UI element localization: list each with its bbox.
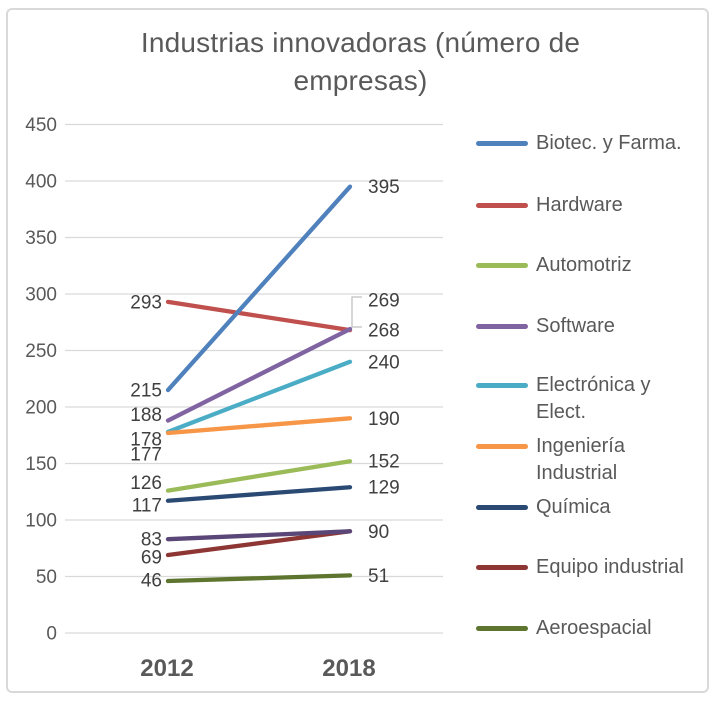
data-label-automotriz-2018[interactable]: 152 bbox=[368, 452, 400, 473]
legend-label-qu-mica: Química bbox=[536, 495, 611, 518]
legend-swatch-equipo-industrial bbox=[476, 564, 528, 570]
x-axis-label-2018[interactable]: 2018 bbox=[322, 655, 375, 682]
data-label-equipo-industrial-2018[interactable]: 90 bbox=[368, 522, 389, 543]
legend-label-hardware: Hardware bbox=[536, 193, 623, 216]
legend-item-electr-nica-y-elect[interactable]: Electrónica y Elect. bbox=[476, 372, 698, 426]
chart-title-line-2: empresas) bbox=[293, 65, 428, 96]
legend-swatch-hardware bbox=[476, 202, 528, 208]
y-axis-tick-350[interactable]: 350 bbox=[25, 228, 57, 249]
data-label-electr-nica-y-elect-2018[interactable]: 240 bbox=[368, 352, 400, 373]
y-axis-tick-300[interactable]: 300 bbox=[25, 285, 57, 306]
legend-item-biotec-y-farma[interactable]: Biotec. y Farma. bbox=[476, 130, 698, 157]
legend-item-equipo-industrial[interactable]: Equipo industrial bbox=[476, 554, 698, 581]
legend-swatch-electr-nica-y-elect bbox=[476, 382, 528, 388]
legend-item-ingenier-a-industrial[interactable]: Ingeniería Industrial bbox=[476, 433, 698, 487]
legend-item-hardware[interactable]: Hardware bbox=[476, 192, 698, 219]
data-label-ingenier-a-industrial-2018[interactable]: 190 bbox=[368, 409, 400, 430]
series-line-hardware[interactable] bbox=[165, 299, 353, 333]
data-label-aeroespacial-2012[interactable]: 46 bbox=[141, 571, 162, 592]
legend-swatch-ingenier-a-industrial bbox=[476, 443, 528, 449]
series-line-equipo-industrial[interactable] bbox=[165, 529, 353, 558]
y-axis-tick-150[interactable]: 150 bbox=[25, 454, 57, 475]
data-label-qu-mica-2012[interactable]: 117 bbox=[132, 495, 162, 516]
data-label-software-2012[interactable]: 188 bbox=[130, 405, 162, 426]
data-label-biotec-y-farma-2018[interactable]: 395 bbox=[368, 177, 400, 198]
legend-item-qu-mica[interactable]: Química bbox=[476, 494, 698, 521]
legend-label-ingenier-a-industrial: Ingeniería Industrial bbox=[536, 434, 625, 484]
legend-label-automotriz: Automotriz bbox=[536, 253, 632, 276]
data-label-series-10-2012[interactable]: 83 bbox=[141, 530, 162, 551]
legend-swatch-automotriz bbox=[476, 262, 528, 268]
data-label-equipo-industrial-2012[interactable]: 69 bbox=[141, 548, 162, 569]
y-axis-tick-200[interactable]: 200 bbox=[25, 398, 57, 419]
data-label-ingenier-a-industrial-2012[interactable]: 177 bbox=[130, 444, 162, 465]
chart-title[interactable]: Industrias innovadoras (número de empres… bbox=[0, 24, 721, 100]
legend-swatch-aeroespacial bbox=[476, 625, 528, 631]
series-line-electr-nica-y-elect[interactable] bbox=[165, 359, 353, 435]
series-line-ingenier-a-industrial[interactable] bbox=[165, 416, 353, 436]
legend-swatch-software bbox=[476, 323, 528, 329]
data-label-automotriz-2012[interactable]: 126 bbox=[130, 473, 162, 494]
data-label-hardware-2018[interactable]: 268 bbox=[368, 321, 400, 342]
series-line-aeroespacial[interactable] bbox=[165, 573, 353, 584]
series-line-software[interactable] bbox=[165, 326, 353, 423]
legend-label-software: Software bbox=[536, 314, 615, 337]
legend-label-electr-nica-y-elect: Electrónica y Elect. bbox=[536, 373, 651, 423]
data-label-qu-mica-2018[interactable]: 129 bbox=[368, 478, 400, 499]
y-axis-tick-450[interactable]: 450 bbox=[25, 115, 57, 136]
legend-swatch-biotec-y-farma bbox=[476, 140, 528, 146]
data-label-hardware-2012[interactable]: 293 bbox=[130, 292, 162, 313]
y-axis-tick-0[interactable]: 0 bbox=[46, 624, 57, 645]
series-line-automotriz[interactable] bbox=[165, 459, 353, 493]
x-axis-label-2012[interactable]: 2012 bbox=[140, 655, 193, 682]
series-line-series-10[interactable] bbox=[165, 529, 353, 542]
legend-label-biotec-y-farma: Biotec. y Farma. bbox=[536, 131, 682, 154]
legend-item-automotriz[interactable]: Automotriz bbox=[476, 252, 698, 279]
y-axis-tick-250[interactable]: 250 bbox=[25, 341, 57, 362]
y-axis-tick-400[interactable]: 400 bbox=[25, 172, 57, 193]
y-axis-tick-100[interactable]: 100 bbox=[25, 511, 57, 532]
chart-title-line-1: Industrias innovadoras (número de bbox=[140, 27, 581, 58]
data-label-leader-line bbox=[351, 296, 362, 328]
data-label-software-2018[interactable]: 269 bbox=[368, 291, 400, 312]
legend-label-aeroespacial: Aeroespacial bbox=[536, 616, 652, 639]
y-axis-tick-50[interactable]: 50 bbox=[36, 567, 57, 588]
data-label-biotec-y-farma-2012[interactable]: 215 bbox=[130, 381, 162, 402]
data-label-aeroespacial-2018[interactable]: 51 bbox=[368, 566, 389, 587]
series-line-biotec-y-farma[interactable] bbox=[165, 184, 353, 393]
data-label-electr-nica-y-elect-2012[interactable]: 178 bbox=[130, 429, 162, 450]
legend-item-software[interactable]: Software bbox=[476, 313, 698, 340]
legend-item-aeroespacial[interactable]: Aeroespacial bbox=[476, 615, 698, 642]
legend-label-equipo-industrial: Equipo industrial bbox=[536, 555, 684, 578]
series-line-qu-mica[interactable] bbox=[165, 485, 353, 503]
legend-swatch-qu-mica bbox=[476, 504, 528, 510]
